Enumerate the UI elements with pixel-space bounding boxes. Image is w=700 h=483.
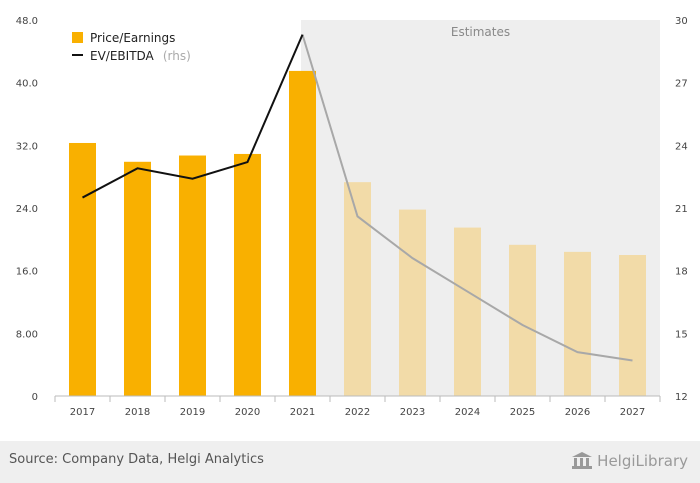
x-axis: 2017 2018 2019 2020 2021 2022 2023 2024 2025 2026… xyxy=(54,395,661,418)
line-series-ev-ebitda xyxy=(82,34,633,362)
bar-2023 xyxy=(399,209,426,396)
ev-ebitda-actual-line xyxy=(82,34,304,199)
bar-2021 xyxy=(289,70,316,397)
x-tick-label: 2020 xyxy=(235,407,260,418)
left-y-axis: 0 8.00 16.0 24.0 32.0 40.0 48.0 xyxy=(16,16,38,403)
x-tick-label: 2024 xyxy=(455,407,480,418)
bar-2018 xyxy=(124,161,151,396)
source-text: Source: Company Data, Helgi Analytics xyxy=(9,452,264,467)
legend-ev-ebitda-name: EV/EBITDA xyxy=(90,49,155,63)
x-tick-label: 2017 xyxy=(70,407,95,418)
x-tick-label: 2026 xyxy=(565,407,590,418)
right-tick-label: 24 xyxy=(675,141,688,152)
x-tick-label: 2019 xyxy=(180,407,205,418)
right-tick-label: 30 xyxy=(675,16,688,27)
left-tick-label: 8.00 xyxy=(16,329,38,340)
right-tick-label: 15 xyxy=(675,329,688,340)
bar-series-price-earnings xyxy=(69,70,646,397)
right-tick-label: 27 xyxy=(675,79,688,90)
x-tick-label: 2021 xyxy=(290,407,315,418)
left-tick-label: 0 xyxy=(32,392,38,403)
bar-2024 xyxy=(454,227,481,396)
library-building-icon xyxy=(572,452,593,469)
left-tick-label: 32.0 xyxy=(16,141,38,152)
x-tick-label: 2025 xyxy=(510,407,535,418)
x-tick-label: 2023 xyxy=(400,407,425,418)
right-tick-label: 21 xyxy=(675,204,688,215)
estimates-label: Estimates xyxy=(451,25,510,39)
footer: Source: Company Data, Helgi Analytics He… xyxy=(0,441,700,483)
logo-text: HelgiLibrary xyxy=(597,452,688,470)
x-tick-label: 2022 xyxy=(345,407,370,418)
bar-2025 xyxy=(509,244,536,396)
left-tick-label: 16.0 xyxy=(16,267,38,278)
bar-2017 xyxy=(69,142,96,396)
left-tick-label: 24.0 xyxy=(16,204,38,215)
right-tick-label: 12 xyxy=(675,392,688,403)
x-tick-label: 2018 xyxy=(125,407,150,418)
bar-2022 xyxy=(344,182,371,396)
right-tick-label: 18 xyxy=(675,267,688,278)
left-tick-label: 48.0 xyxy=(16,16,38,27)
chart: Estimates 0 8.00 16.0 24.0 32.0 40.0 48.0 12 15… xyxy=(16,16,688,418)
legend-label-price-earnings: Price/Earnings xyxy=(90,31,175,45)
legend-label-ev-ebitda: EV/EBITDA (rhs) xyxy=(90,45,191,64)
legend-swatch-price-earnings xyxy=(72,32,83,43)
ev-ebitda-estimate-line xyxy=(301,34,633,362)
legend-rhs-suffix: (rhs) xyxy=(163,49,191,63)
left-tick-label: 40.0 xyxy=(16,79,38,90)
bar-2020 xyxy=(234,153,261,396)
bar-2026 xyxy=(564,251,591,396)
legend: Price/Earnings EV/EBITDA (rhs) xyxy=(72,31,191,64)
x-tick-label: 2027 xyxy=(620,407,645,418)
bar-2019 xyxy=(179,155,206,396)
helgi-library-logo: HelgiLibrary xyxy=(571,449,688,473)
right-y-axis: 12 15 18 21 24 27 30 xyxy=(675,16,688,403)
bar-2027 xyxy=(619,255,646,396)
